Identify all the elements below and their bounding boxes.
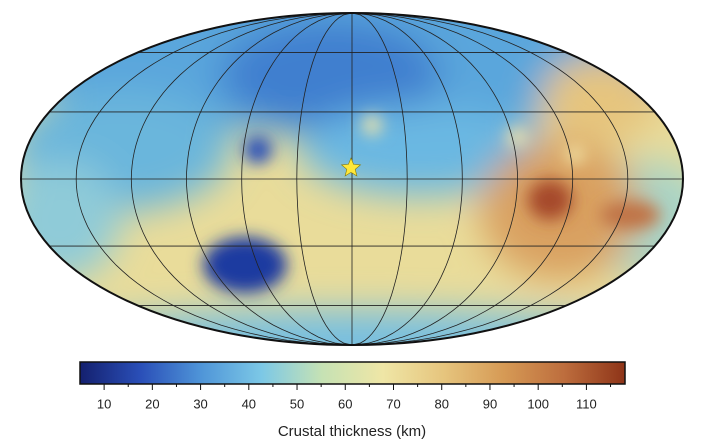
map-border: [20, 12, 684, 346]
colorbar-tick-label: 70: [386, 396, 400, 411]
colorbar-tick-label: 40: [242, 396, 256, 411]
colorbar-tick-label: 30: [193, 396, 207, 411]
meridian: [186, 13, 353, 345]
colorbar-tick-label: 100: [527, 396, 549, 411]
colorbar-tick-label: 20: [145, 396, 159, 411]
colorbar-tick-label: 110: [576, 396, 597, 411]
colorbar-label: Crustal thickness (km): [278, 423, 426, 440]
colorbar: [79, 361, 626, 385]
map: [21, 13, 683, 345]
colorbar-tick-label: 90: [483, 396, 497, 411]
meridian: [75, 13, 353, 345]
star-marker: [340, 157, 362, 177]
colorbar-tick-label: 60: [338, 396, 352, 411]
colorbar-tick-label: 10: [97, 396, 111, 411]
meridian: [130, 13, 353, 345]
meridian: [351, 13, 463, 345]
meridian: [351, 13, 629, 345]
colorbar-tick-label: 80: [434, 396, 448, 411]
meridian: [296, 13, 353, 345]
meridian: [351, 13, 408, 345]
meridian: [351, 13, 574, 345]
meridian: [351, 13, 518, 345]
colorbar-tick-label: 50: [290, 396, 304, 411]
meridian: [241, 13, 353, 345]
